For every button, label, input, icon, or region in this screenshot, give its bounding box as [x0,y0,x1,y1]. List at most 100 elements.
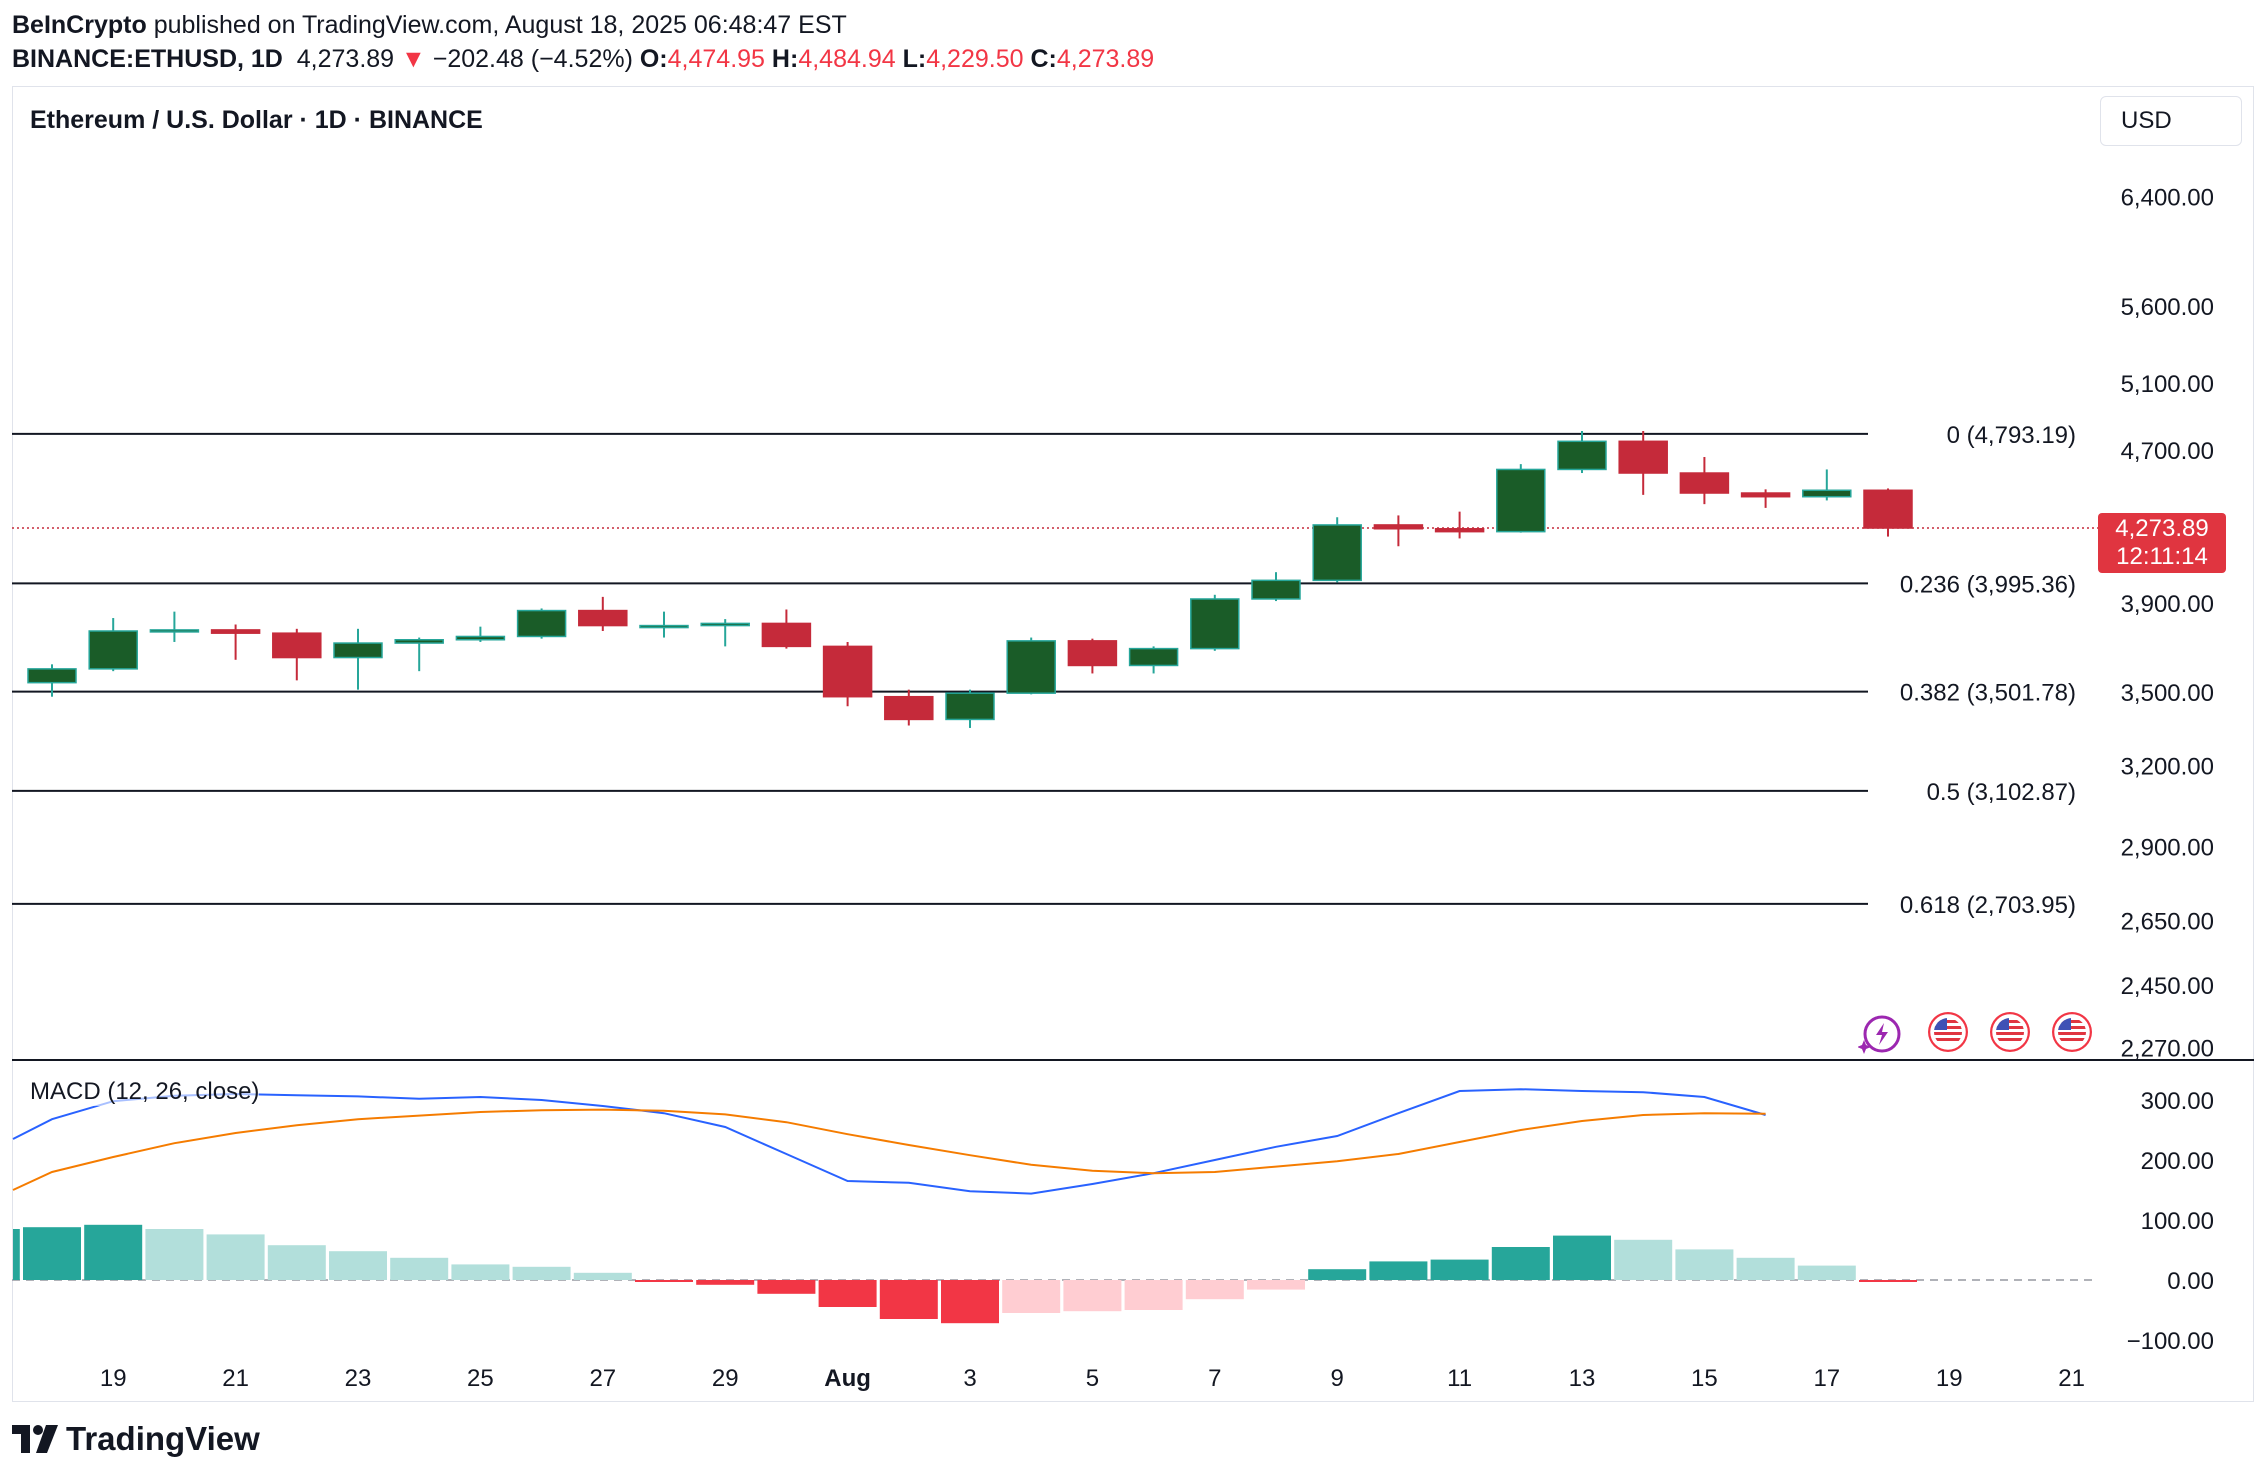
time-axis-tick: 5 [1086,1365,1099,1392]
author-name: BeInCrypto [12,11,147,39]
time-axis-tick: 11 [1447,1365,1472,1392]
candle-body [1128,647,1179,667]
macd-histogram-bar [1430,1259,1489,1280]
fib-level-label: 0.5 (3,102.87) [1927,779,2076,806]
macd-histogram-bar [1675,1249,1734,1280]
open-value: 4,474.95 [667,45,765,73]
macd-histogram-bar [941,1280,999,1324]
candle-up [1312,517,1362,583]
publish-text: published on TradingView.com, August 18,… [153,11,847,39]
macd-histogram-bar [1797,1265,1856,1280]
price-axis-tick: 2,270.00 [2121,1035,2214,1062]
candle-body [945,692,995,721]
candle-up [1006,637,1056,695]
macd-histogram-bar [206,1234,265,1280]
price-tag-countdown: 12:11:14 [2116,543,2208,570]
price-tag-value: 4,273.89 [2115,515,2209,542]
candle-body [700,622,750,627]
candle-up [1557,431,1607,474]
candle-body [272,632,322,659]
last-price: 4,273.89 [296,45,395,73]
low-label: L: [902,45,927,73]
fib-level-label: 0.382 (3,501.78) [1900,680,2076,707]
macd-histogram-bar [757,1280,816,1294]
candle-body [1863,489,1913,529]
macd-axis-tick: 200.00 [2141,1148,2214,1175]
time-axis-tick: 29 [712,1365,739,1392]
candle-body [1679,472,1730,494]
macd-histogram-bar [696,1280,755,1285]
open-label: O: [639,45,668,73]
candle-body [578,609,628,627]
macd-histogram-bar [23,1227,81,1280]
price-axis-tick: 5,100.00 [2121,371,2214,398]
candle-down [1067,638,1118,674]
candle-up [149,611,200,642]
signal-line [12,1108,1766,1191]
candle-down [822,641,873,707]
us-flag-icon[interactable] [2052,1012,2092,1052]
macd-histogram-bar [267,1245,326,1280]
time-axis-tick: 19 [100,1365,127,1392]
price-axis-tick: 2,450.00 [2121,973,2214,1000]
macd-histogram-bar [329,1251,387,1280]
macd-histogram-bar [1614,1239,1673,1280]
price-axis-tick: 5,600.00 [2121,294,2214,321]
currency-button[interactable]: USD [2100,96,2242,146]
candle-body [516,609,567,638]
macd-axis-tick: 300.00 [2141,1088,2214,1115]
us-flag-icon[interactable] [1928,1012,1968,1052]
macd-label[interactable]: MACD (12, 26, close) [30,1078,260,1106]
macd-histogram-bar [1369,1261,1428,1280]
chart-frame [12,86,2254,1402]
candle-body [1312,524,1362,582]
candle-down [1863,488,1913,537]
candle-body [1618,440,1668,474]
fib-level-label: 0 (4,793.19) [1947,422,2076,449]
candle-down [578,596,628,631]
down-arrow-icon: ▼ [401,45,426,73]
time-axis-tick: 23 [345,1365,372,1392]
macd-axis-tick: −100.00 [2127,1328,2214,1355]
candle-body [1557,440,1607,471]
time-axis-tick: 15 [1691,1365,1718,1392]
candle-up [945,689,995,728]
candle-up [1190,594,1240,651]
tradingview-logo-icon [12,1425,58,1453]
candle-body [761,622,812,648]
time-axis-tick: 21 [2058,1365,2085,1392]
candle-body [639,624,689,629]
lightning-icon[interactable] [1858,1010,1902,1054]
time-axis-tick: 9 [1331,1365,1344,1392]
price-axis-tick: 3,500.00 [2121,680,2214,707]
macd-histogram-bar [1859,1280,1917,1282]
low-value: 4,229.50 [926,45,1024,73]
macd-histogram-bar [1553,1235,1611,1280]
candle-up [1802,469,1852,501]
candle-up [27,664,77,697]
candle-body [1251,579,1301,600]
candle-up [1251,572,1301,602]
candle-body [27,668,77,684]
candle-body [149,629,200,633]
macd-histogram-bar [1063,1280,1122,1312]
candle-body [1434,528,1485,533]
candle-down [761,609,812,649]
price-axis-tick: 4,700.00 [2121,438,2214,465]
publish-info: BeInCrypto published on TradingView.com,… [12,10,847,40]
candle-down [1740,489,1791,508]
candle-up [333,628,383,690]
macd-histogram-bar [512,1266,571,1280]
tradingview-logo[interactable]: TradingView [12,1420,260,1458]
candle-body [333,642,383,659]
time-axis-tick: 27 [589,1365,616,1392]
macd-histogram-bar [1308,1269,1367,1280]
high-label: H: [771,45,799,73]
high-value: 4,484.94 [798,45,896,73]
macd-histogram-bar [1247,1280,1305,1290]
price-axis-tick: 6,400.00 [2121,185,2214,212]
macd-histogram-bar [13,1229,20,1280]
ohlc-bar: BINANCE:ETHUSD, 1D 4,273.89 ▼ −202.48 (−… [12,44,1154,74]
us-flag-icon[interactable] [1990,1012,2030,1052]
